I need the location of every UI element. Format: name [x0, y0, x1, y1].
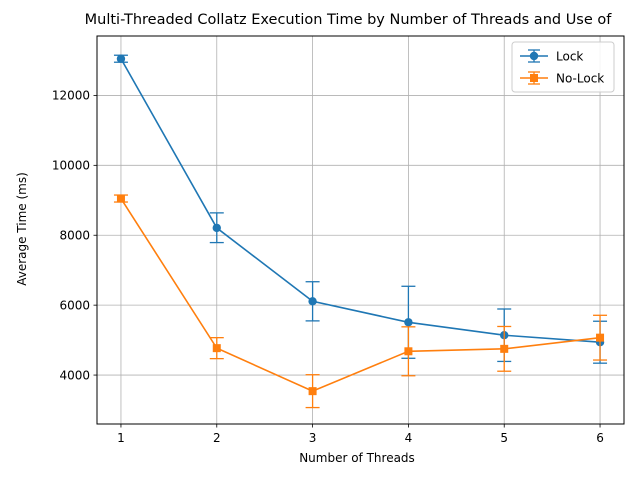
axes-frame — [96, 35, 625, 425]
y-tick-label: 4000 — [59, 368, 90, 382]
series-line — [120, 198, 601, 393]
legend-label: Lock — [556, 50, 583, 64]
y-tick-label: 12000 — [52, 89, 90, 103]
data-point — [212, 344, 221, 353]
x-tick-label: 4 — [405, 431, 413, 445]
data-point — [116, 54, 126, 63]
data-point — [116, 194, 125, 203]
x-axis-label: Number of Threads — [299, 451, 415, 465]
axis-ticks: 1 2 3 4 5 6 4000 6000 8000 10000 12000 — [52, 89, 604, 445]
data-point — [308, 297, 317, 306]
data-point — [404, 318, 413, 327]
chart-title: Multi-Threaded Collatz Execution Time by… — [85, 12, 613, 28]
x-tick-label: 5 — [500, 431, 508, 445]
data-point — [404, 347, 413, 356]
x-tick-label: 2 — [213, 431, 221, 445]
data-point — [212, 223, 221, 233]
y-tick-label: 10000 — [52, 159, 90, 173]
legend-label: No-Lock — [556, 72, 604, 86]
data-point — [500, 344, 509, 353]
x-tick-label: 1 — [117, 431, 125, 445]
y-tick-label: 6000 — [59, 298, 90, 312]
legend-marker — [530, 74, 538, 82]
x-tick-label: 6 — [596, 431, 604, 445]
y-tick-label: 8000 — [59, 228, 90, 242]
legend: Lock No-Lock — [511, 41, 615, 93]
x-tick-label: 3 — [309, 431, 317, 445]
series-1 — [113, 54, 608, 364]
plot-series — [113, 54, 608, 409]
grid-lines — [97, 36, 624, 424]
series-line — [120, 58, 601, 344]
legend-marker — [529, 51, 539, 61]
data-point — [596, 333, 605, 342]
series-2 — [113, 194, 608, 409]
data-point — [308, 387, 317, 396]
y-axis-label: Average Time (ms) — [15, 172, 29, 286]
